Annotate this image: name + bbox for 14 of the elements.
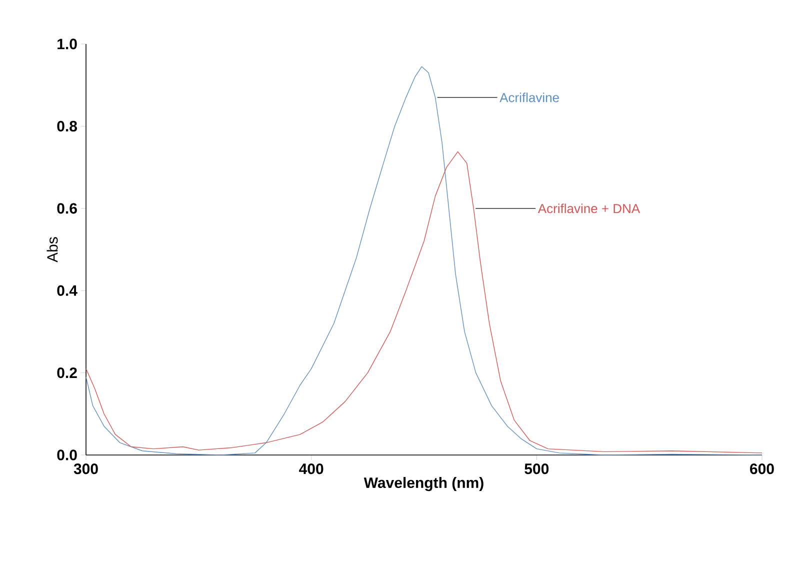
x-axis-title: Wavelength (nm)	[364, 477, 484, 492]
x-tick-label: 300	[74, 464, 98, 474]
y-axis-title: Abs	[46, 237, 58, 262]
y-tick-label: 1.0	[58, 38, 77, 50]
y-tick-label: 0.6	[57, 203, 77, 214]
text: Acriflavine + DNA	[538, 204, 640, 214]
y-tick-label: 0.8	[57, 120, 78, 132]
x-tick-label: 400	[299, 464, 324, 474]
y-tick-label: 0.0	[57, 450, 77, 460]
text: Acriflavine	[500, 92, 559, 102]
x-tick-label: 500	[524, 464, 549, 474]
x-tick-label: 600	[750, 464, 774, 474]
y-tick-label: 0.4	[57, 285, 78, 296]
y-tick-label: 0.2	[57, 367, 77, 378]
